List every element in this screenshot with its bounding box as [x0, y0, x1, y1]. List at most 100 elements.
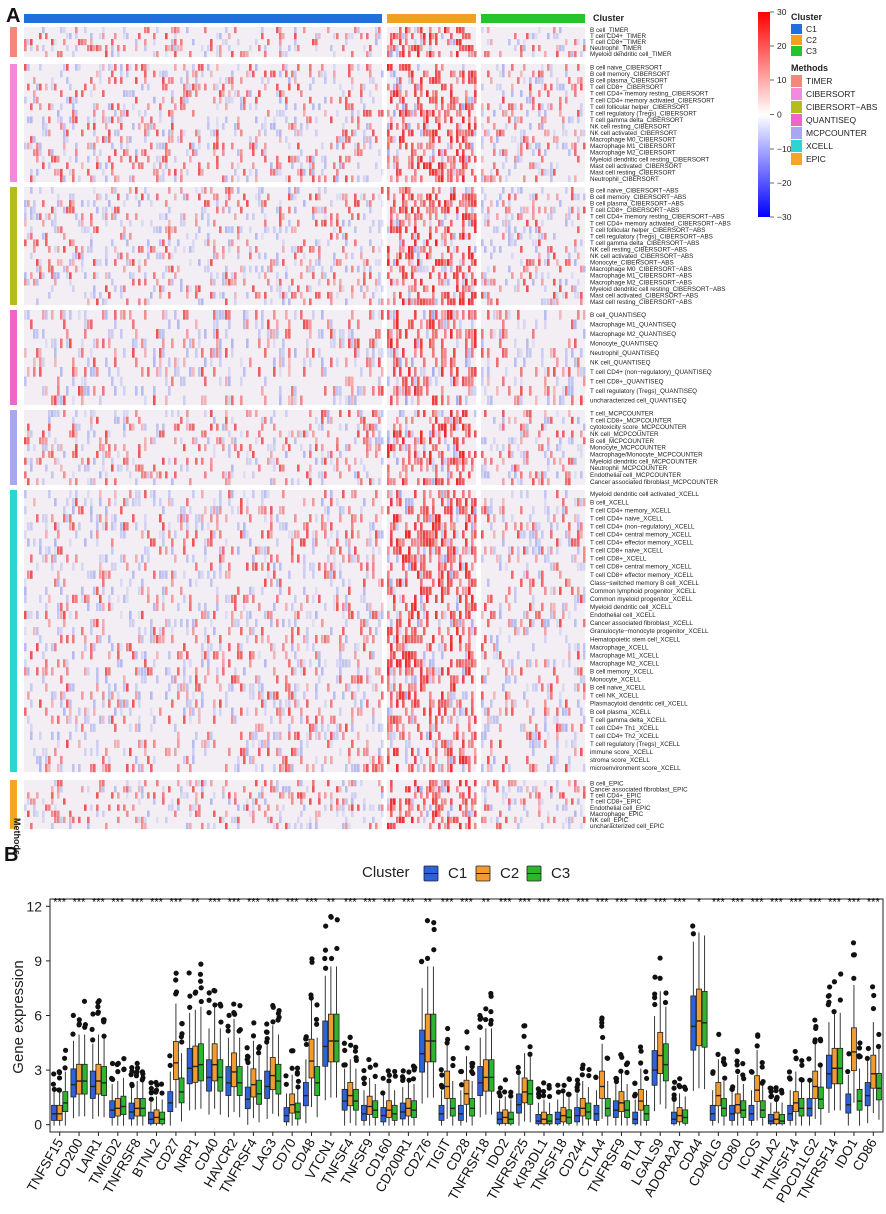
heatmap-cell [559, 457, 562, 465]
heatmap-cell [396, 226, 399, 234]
heatmap-cell [135, 651, 138, 660]
heatmap-cell [402, 635, 405, 644]
heatmap-cell [102, 618, 105, 628]
heatmap-cell [156, 329, 159, 339]
heatmap-cell [201, 651, 204, 660]
heatmap-cell [225, 471, 228, 479]
heatmap-cell [294, 123, 297, 130]
heatmap-cell [39, 64, 42, 71]
heatmap-cell [580, 562, 583, 571]
heatmap-cell [303, 538, 306, 547]
heatmap-cell [216, 64, 219, 71]
heatmap-cell [393, 635, 396, 644]
heatmap-cell [333, 278, 336, 286]
heatmap-cell [249, 457, 252, 465]
heatmap-cell [231, 338, 234, 349]
heatmap-cell [487, 578, 490, 587]
heatmap-cell [487, 129, 490, 137]
heatmap-cell [141, 464, 144, 472]
heatmap-cell [69, 310, 72, 320]
heatmap-cell [450, 659, 453, 668]
heatmap-cell [24, 310, 27, 320]
heatmap-cell [468, 310, 471, 320]
heatmap-cell [27, 444, 30, 452]
heatmap-cell [345, 594, 348, 603]
heatmap-cell [396, 77, 399, 84]
heatmap-cell [462, 136, 465, 143]
heatmap-cell [357, 530, 360, 539]
heatmap-cell [63, 410, 66, 418]
heatmap-cell [447, 464, 450, 472]
heatmap-cell [156, 226, 159, 234]
heatmap-cell [468, 109, 471, 117]
heatmap-cell [583, 265, 586, 273]
heatmap-cell [231, 142, 234, 150]
heatmap-cell [270, 450, 273, 458]
heatmap-cell [502, 200, 505, 207]
heatmap-cell [312, 77, 315, 84]
heatmap-cell [559, 310, 562, 320]
heatmap-cell [502, 129, 505, 137]
heatmap-cell [450, 570, 453, 579]
heatmap-cell [165, 367, 168, 377]
heatmap-cell [237, 162, 240, 170]
heatmap-cell [27, 116, 30, 124]
heatmap-cell [378, 109, 381, 117]
heatmap-cell [54, 522, 57, 531]
heatmap-cell [144, 39, 147, 46]
heatmap-cell [306, 471, 309, 479]
heatmap-cell [120, 610, 123, 620]
heatmap-cell [144, 522, 147, 531]
heatmap-cell [288, 348, 291, 358]
heatmap-cell [270, 416, 273, 424]
heatmap-cell [571, 187, 574, 194]
heatmap-cell [432, 206, 435, 214]
heatmap-cell [312, 348, 315, 358]
heatmap-cell [90, 246, 93, 253]
heatmap-cell [357, 64, 360, 71]
heatmap-cell [408, 187, 411, 194]
heatmap-cell [87, 123, 90, 130]
heatmap-cell [243, 278, 246, 286]
heatmap-cell [523, 357, 526, 368]
heatmap-cell [574, 90, 577, 97]
heatmap-cell [408, 367, 411, 377]
heatmap-cell [423, 659, 426, 668]
heatmap-cell [435, 416, 438, 424]
heatmap-cell [75, 252, 78, 260]
heatmap-cell [511, 464, 514, 472]
heatmap-cell [541, 187, 544, 194]
heatmap-cell [348, 219, 351, 227]
heatmap-cell [484, 410, 487, 418]
heatmap-cell [568, 437, 571, 445]
heatmap-cell [523, 530, 526, 539]
heatmap-cell [174, 64, 177, 71]
heatmap-cell [456, 168, 459, 176]
heatmap-cell [162, 635, 165, 644]
heatmap-cell [441, 490, 444, 499]
heatmap-cell [363, 618, 366, 628]
heatmap-cell [171, 109, 174, 117]
heatmap-cell [450, 175, 453, 183]
heatmap-cell [129, 578, 132, 587]
heatmap-cell [429, 570, 432, 579]
heatmap-cell [309, 357, 312, 368]
heatmap-cell [249, 142, 252, 150]
heatmap-cell [132, 259, 135, 266]
heatmap-cell [165, 142, 168, 150]
heatmap-cell [117, 129, 120, 137]
heatmap-cell [324, 386, 327, 396]
heatmap-cell [423, 39, 426, 46]
heatmap-cell [372, 423, 375, 431]
heatmap-cell [219, 77, 222, 84]
heatmap-cell [484, 272, 487, 279]
heatmap-cell [465, 193, 468, 201]
heatmap-cell [66, 329, 69, 339]
heatmap-cell [264, 659, 267, 668]
heatmap-cell [93, 357, 96, 368]
heatmap-cell [141, 149, 144, 156]
heatmap-cell [294, 618, 297, 628]
heatmap-cell [468, 357, 471, 368]
heatmap-cell [429, 77, 432, 84]
heatmap-cell [255, 246, 258, 253]
